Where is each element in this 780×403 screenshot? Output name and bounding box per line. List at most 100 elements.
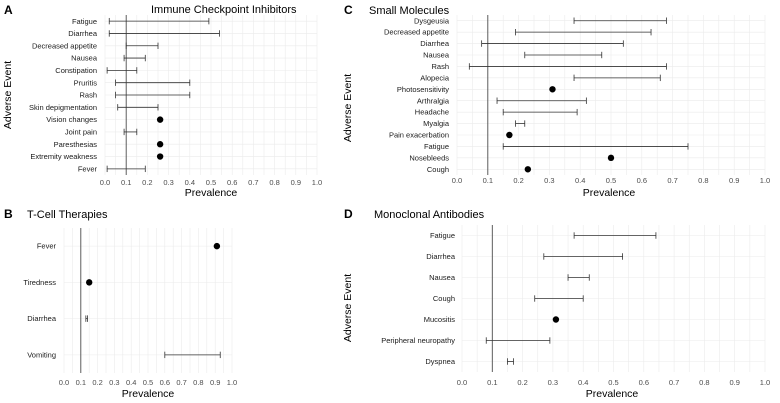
panel-a-grid [104,15,318,175]
panel-b-x-tick-label: 0.0 [59,378,69,387]
panel-c-error-bar [573,74,661,82]
panel-c-x-tick-label: 0.6 [637,176,647,185]
panel-a-x-tick-label: 0.9 [291,178,301,187]
panel-a-error-bar [125,42,159,49]
panel-c-point [506,131,513,139]
panel-c-x-tick-label: 0.4 [575,176,585,185]
panel-d-x-tick-label: 0.6 [639,378,649,387]
panel-c-error-bar [502,108,578,116]
panel-b-category-label: Vomiting [27,350,56,359]
panel-a-category-label: Fatigue [72,17,97,26]
panel-c-category-label: Fatigue [424,142,449,151]
panel-a-error-bar [115,79,191,86]
panel-a-category-label: Joint pain [65,128,97,137]
panel-d-category-label: Fatigue [430,231,455,240]
panel-b-x-tick-label: 0.6 [160,378,170,387]
panel-a-x-tick-label: 0.6 [227,178,237,187]
panel-d-category-label: Dyspnea [425,357,455,366]
panel-c-category-label: Diarrhea [420,39,450,48]
panel-c-x-tick-label: 0.0 [452,176,462,185]
panel-a-x-tick-label: 0.4 [185,178,195,187]
panel-d-x-tick-label: 0.4 [578,378,588,387]
panel-c-category-label: Alopecia [420,73,450,82]
panel-c-x-tick-label: 1.0 [760,176,770,185]
panel-b-x-tick-label: 1.0 [227,378,237,387]
panel-a-tag: A [4,3,13,17]
panel-a-x-tick-label: 0.8 [269,178,279,187]
panel-c-point [607,154,615,162]
panel-d-x-tick-label: 0.2 [517,378,527,387]
panel-a-x-tick-label: 1.0 [312,178,322,187]
panel-c-error-bar [468,63,667,70]
panel-d: D Monoclonal Antibodies Prevalence Adver… [342,207,770,400]
panel-b-title: T-Cell Therapies [27,209,108,221]
panel-d-error-bar [534,295,584,302]
panel-a-x-tick-label: 0.5 [206,178,216,187]
panel-c-grid [456,15,766,175]
panel-a-category-label: Vision changes [46,115,97,124]
panel-b-x-tick-label: 0.7 [176,378,186,387]
panel-c: C Small Molecules Prevalence Adverse Eve… [342,3,770,199]
panel-b-category-label: Diarrhea [27,314,57,323]
panel-a-point [156,116,164,123]
panel-c-error-bar [481,40,624,47]
panel-d-category-label: Nausea [429,273,456,282]
panel-b-tag: B [4,207,13,221]
panel-b-point [86,279,93,286]
panel-a-error-bar [117,104,159,111]
panel-b-x-tick-label: 0.8 [193,378,203,387]
panel-b-point [213,242,221,250]
panel-a-error-bar [123,54,146,62]
panel-b-x-tick-label: 0.9 [210,378,220,387]
panel-c-category-label: Myalgia [423,119,450,128]
panel-a-category-label: Extremity weakness [30,152,97,161]
panel-d-tag: D [344,207,353,221]
panel-c-x-tick-label: 0.3 [544,176,554,185]
panel-c-category-label: Cough [427,165,449,174]
panel-a-error-bar [108,17,210,25]
panel-d-point [552,316,560,323]
panel-a-error-bar [115,91,191,99]
panel-d-category-label: Mucositis [424,315,456,324]
panel-d-x-tick-label: 1.0 [760,378,770,387]
panel-c-category-label: Dysgeusia [414,16,450,25]
panel-d-error-bar [573,232,657,239]
panel-a-category-label: Rash [79,91,97,100]
panel-a: A Immune Checkpoint Inhibitors Prevalenc… [2,3,322,199]
panel-c-category-label: Headache [415,108,449,117]
panel-a-error-bar [106,67,138,74]
panel-c-category-label: Decreased appetite [384,28,449,37]
panel-b-grid [63,228,233,373]
panel-c-error-bar [573,17,667,24]
panel-d-grid [461,225,766,372]
panel-d-x-tick-label: 0.7 [669,378,679,387]
panel-a-error-bar [123,128,138,136]
panel-a-error-bar [106,165,146,173]
panel-b-x-tick-label: 0.4 [126,378,136,387]
panel-d-error-bar [567,274,590,281]
panel-a-error-bar [108,30,220,37]
panel-c-point [524,166,532,173]
panel-d-x-tick-label: 0.9 [729,378,739,387]
panel-d-x-tick-label: 0.8 [699,378,709,387]
panel-a-x-axis-label: Prevalence [185,187,238,199]
panel-a-category-label: Fever [78,164,98,173]
panel-d-category-label: Diarrhea [426,252,456,261]
panel-a-point [156,141,164,148]
panel-a-x-tick-label: 0.1 [121,178,131,187]
panel-d-x-axis-label: Prevalence [586,388,639,400]
panel-c-error-bar [496,97,587,104]
panel-a-category-label: Skin depigmentation [29,103,97,112]
panel-d-error-bar [507,358,514,365]
panel-a-category-label: Decreased appetite [32,41,97,50]
panel-c-category-label: Nosebleeds [409,153,449,162]
panel-b-error-bar [164,351,221,359]
panel-d-x-tick-label: 0.3 [548,378,558,387]
panel-d-error-bar [543,253,623,260]
panel-a-category-label: Paresthesias [54,140,98,149]
panel-a-x-tick-label: 0.3 [163,178,173,187]
panel-c-tag: C [344,3,353,17]
panel-a-category-label: Constipation [55,66,97,75]
panel-c-x-tick-label: 0.2 [513,176,523,185]
